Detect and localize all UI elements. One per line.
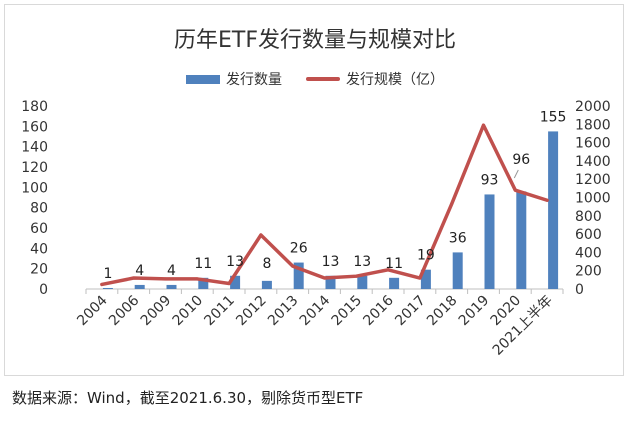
x-tick-label: 2012 — [233, 293, 270, 330]
bar — [389, 277, 400, 289]
bar — [198, 277, 209, 289]
bar — [230, 275, 241, 289]
x-tick-label: 2017 — [392, 293, 429, 330]
y-left-tick-label: 100 — [21, 180, 48, 196]
line-point — [513, 188, 517, 192]
bar-data-label: 11 — [385, 256, 403, 272]
y-right-tick-label: 1000 — [575, 191, 611, 207]
line-point — [227, 282, 231, 286]
data-label-leader — [513, 169, 519, 179]
y-right-tick-label: 400 — [575, 245, 602, 261]
x-tick-label: 2019 — [456, 293, 493, 330]
line-point — [164, 277, 167, 281]
y-left-tick-label: 20 — [30, 262, 48, 278]
bar-data-label: 155 — [540, 109, 567, 125]
bar — [293, 262, 304, 289]
y-left-tick-label: 160 — [21, 119, 48, 135]
line-point — [291, 264, 295, 268]
y-left-tick-label: 40 — [30, 241, 48, 257]
y-left-tick-label: 180 — [21, 99, 48, 115]
y-right-tick-label: 1800 — [575, 117, 611, 133]
y-right-tick-label: 800 — [575, 209, 602, 225]
x-tick-label: 2004 — [74, 292, 111, 329]
chart-frame — [4, 4, 624, 376]
line-point — [545, 198, 549, 202]
y-left-tick-label: 80 — [30, 201, 48, 217]
source-note: 数据来源：Wind，截至2021.6.30，剔除货币型ETF — [12, 389, 364, 407]
x-tick-label: 2006 — [106, 292, 143, 329]
chart-legend: 发行数量 发行规模（亿） — [0, 69, 630, 89]
bar — [325, 275, 336, 289]
bar — [516, 191, 527, 289]
x-tick-label: 2013 — [265, 293, 302, 330]
bar — [548, 131, 559, 289]
legend-item-bars: 发行数量 — [186, 69, 282, 89]
y-right-tick-label: 1200 — [575, 172, 611, 188]
bar-data-label: 19 — [417, 248, 435, 264]
x-tick-label: 2011 — [201, 293, 238, 330]
bar-data-label: 93 — [481, 172, 499, 188]
bar — [102, 287, 113, 289]
bar-data-label: 26 — [290, 241, 308, 257]
line-point — [259, 233, 263, 237]
x-tick-label: 2016 — [360, 292, 397, 329]
y-right-tick-label: 600 — [575, 227, 602, 243]
legend-swatch-bars — [186, 74, 220, 84]
legend-label-line: 发行规模（亿） — [346, 72, 444, 88]
line-point — [354, 274, 358, 278]
bar-data-label: 13 — [322, 254, 340, 270]
line-point — [418, 276, 422, 280]
bar — [261, 280, 272, 289]
chart-title: 历年ETF发行数量与规模对比 — [174, 28, 456, 53]
legend-item-line: 发行规模（亿） — [306, 69, 444, 89]
line-point — [323, 276, 326, 280]
x-tick-label: 2018 — [424, 293, 461, 330]
legend-swatch-line — [306, 77, 340, 81]
bar — [452, 252, 463, 289]
bar-data-label: 1 — [103, 266, 112, 282]
bar-data-label: 96 — [512, 152, 530, 168]
bar — [166, 284, 177, 289]
line-point — [195, 277, 199, 281]
line-point — [386, 268, 390, 272]
y-right-tick-label: 200 — [575, 264, 602, 280]
y-right-tick-label: 1400 — [575, 154, 611, 170]
line-point — [482, 123, 485, 127]
bar-data-label: 4 — [167, 263, 176, 279]
x-tick-label: 2010 — [170, 293, 207, 330]
y-right-tick-label: 2000 — [575, 99, 611, 115]
bar-data-label: 13 — [226, 254, 244, 270]
y-left-tick-label: 140 — [21, 140, 48, 156]
y-left-tick-label: 60 — [30, 221, 48, 237]
bar-data-label: 11 — [194, 256, 212, 272]
bar — [484, 194, 495, 289]
bar-data-label: 4 — [135, 263, 144, 279]
y-left-tick-label: 120 — [21, 160, 48, 176]
x-tick-label: 2015 — [329, 293, 366, 330]
bar-data-label: 13 — [353, 254, 371, 270]
x-tick-label: 2014 — [297, 292, 334, 329]
bar — [420, 269, 431, 289]
bar — [134, 284, 145, 289]
legend-label-bars: 发行数量 — [226, 72, 282, 88]
line-point — [450, 202, 454, 206]
line-point — [100, 282, 104, 286]
y-right-tick-label: 1600 — [575, 136, 611, 152]
y-right-tick-label: 0 — [575, 282, 584, 298]
bar — [357, 275, 368, 289]
bar-data-label: 8 — [262, 256, 271, 272]
bar-data-label: 36 — [449, 230, 467, 246]
line-point — [132, 276, 136, 280]
x-tick-label: 2009 — [138, 293, 175, 330]
y-left-tick-label: 0 — [39, 282, 48, 298]
